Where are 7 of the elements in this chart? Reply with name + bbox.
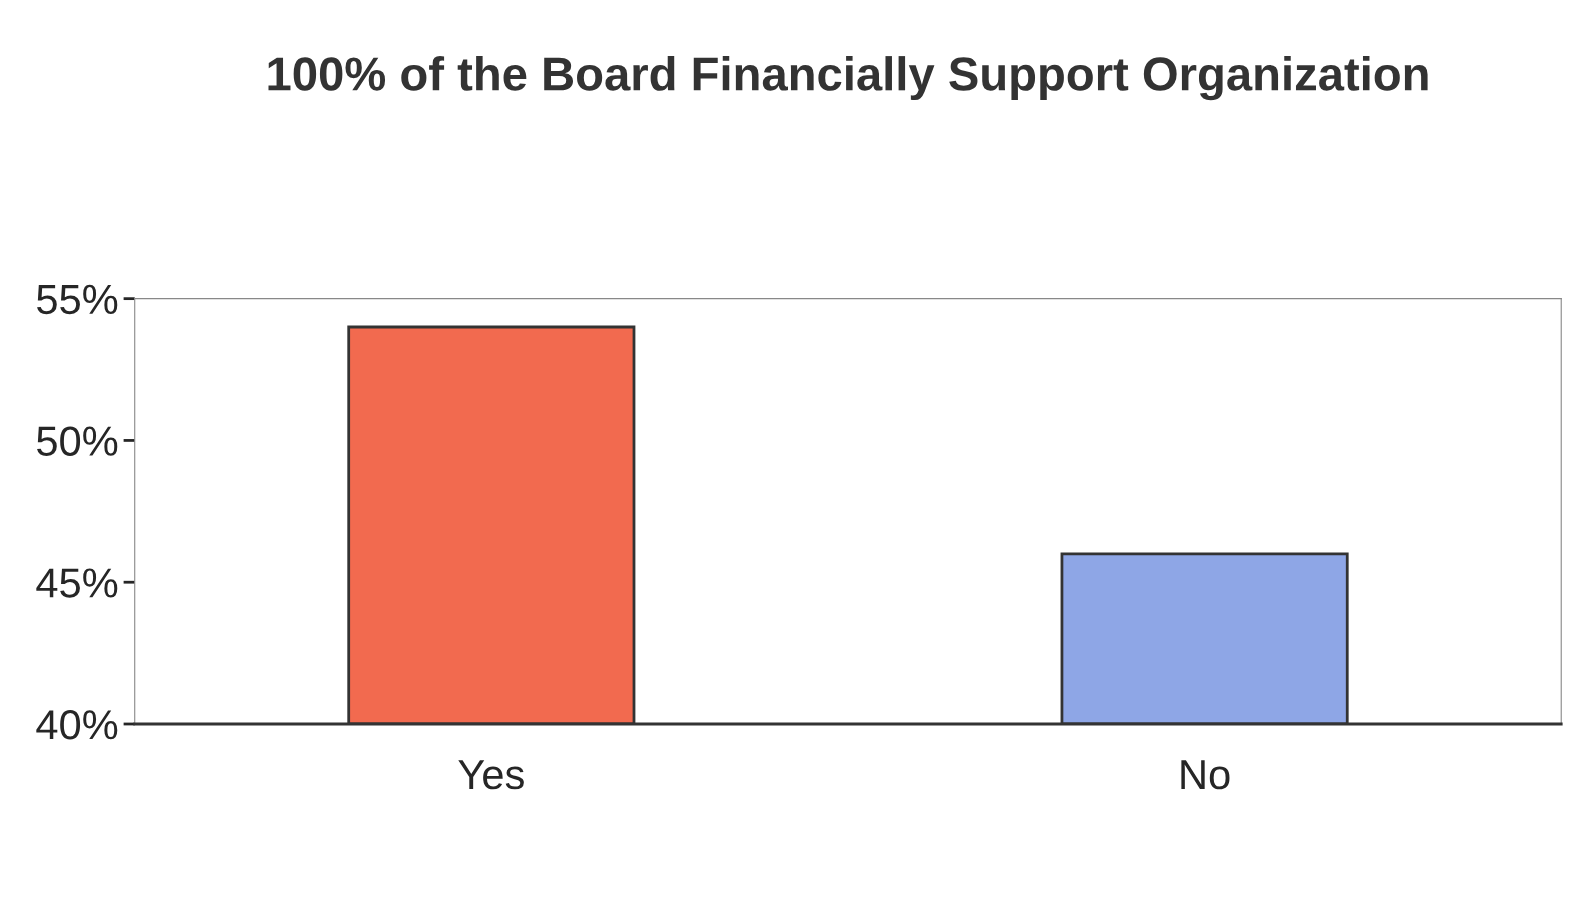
x-tick-label: No — [1181, 760, 1230, 790]
x-tick-label: Yes — [458, 760, 524, 790]
y-tick-label: 45% — [36, 568, 118, 598]
chart-title: 100% of the Board Financially Support Organization — [268, 56, 1428, 101]
y-tick-label: 55% — [37, 284, 118, 315]
y-tick-label: 40% — [36, 710, 118, 740]
y-tick-label: 50% — [37, 426, 118, 456]
